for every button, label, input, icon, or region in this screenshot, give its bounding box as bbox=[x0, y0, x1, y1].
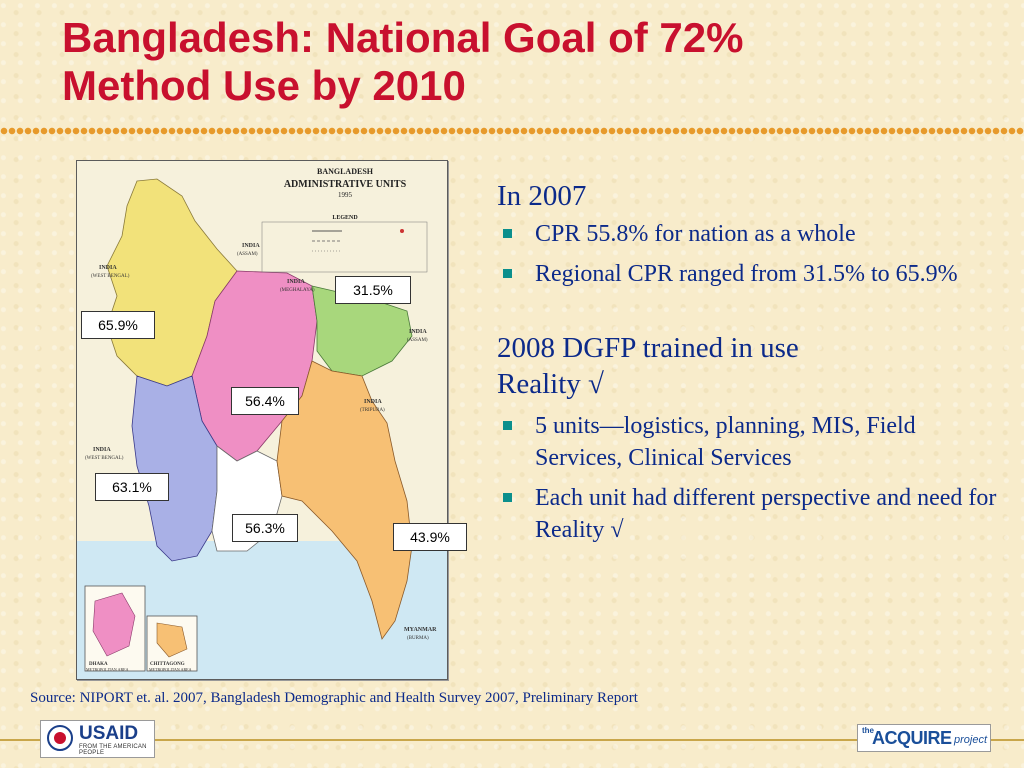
section2-heading-line2: Reality √ bbox=[497, 368, 604, 400]
usaid-logo-text: USAID bbox=[79, 723, 139, 744]
usaid-seal-icon bbox=[47, 725, 73, 751]
callout-rajshahi: 65.9% bbox=[81, 311, 155, 339]
bullet-item: Each unit had different perspective and … bbox=[497, 482, 997, 546]
label-india-tripura: INDIA bbox=[364, 399, 382, 405]
slide-title-line2: Method Use by 2010 bbox=[62, 62, 466, 109]
label-india-assam-e: INDIA bbox=[409, 329, 427, 335]
legend-capital-dot bbox=[400, 229, 404, 233]
dotted-divider bbox=[0, 124, 1024, 138]
region-chittagong bbox=[276, 360, 413, 640]
bullet-item: CPR 55.8% for nation as a whole bbox=[497, 218, 997, 250]
label-india-wb-top: INDIA bbox=[99, 265, 117, 271]
map-legend-title: LEGEND bbox=[332, 215, 358, 221]
square-bullet-icon bbox=[503, 421, 512, 430]
square-bullet-icon bbox=[503, 229, 512, 238]
label-india-assam-e-sub: (ASSAM) bbox=[407, 338, 428, 343]
label-dhaka-metro-1: DHAKA bbox=[89, 662, 108, 667]
content-column: In 2007 CPR 55.8% for nation as a whole … bbox=[497, 178, 997, 546]
label-myanmar-sub: (BURMA) bbox=[407, 636, 429, 641]
map-header-line1: BANGLADESH bbox=[317, 167, 374, 176]
label-india-meghalaya-sub: (MEGHALAYA) bbox=[280, 288, 315, 293]
section2-heading: 2008 DGFP trained in use Reality √ bbox=[497, 330, 997, 402]
label-india-meghalaya: INDIA bbox=[287, 279, 305, 285]
region-khulna bbox=[131, 375, 218, 562]
label-ctg-metro-1: CHITTAGONG bbox=[150, 662, 185, 667]
bangladesh-map: BANGLADESH ADMINISTRATIVE UNITS 1995 LEG… bbox=[76, 160, 448, 680]
slide-title-line1: Bangladesh: National Goal of 72% bbox=[62, 14, 744, 61]
acquire-logo-the: the bbox=[862, 726, 874, 735]
section2-heading-line1: 2008 DGFP trained in use bbox=[497, 332, 799, 364]
square-bullet-icon bbox=[503, 493, 512, 502]
label-india-tripura-sub: (TRIPURA) bbox=[360, 408, 385, 413]
bullet-item: 5 units—logistics, planning, MIS, Field … bbox=[497, 410, 997, 474]
usaid-logo: USAID FROM THE AMERICAN PEOPLE bbox=[40, 720, 155, 758]
footer-divider bbox=[0, 739, 1024, 741]
callout-barisal: 56.3% bbox=[232, 514, 298, 542]
label-ctg-metro-2: METROPOLITAN AREA bbox=[149, 667, 192, 672]
callout-sylhet: 31.5% bbox=[335, 276, 411, 304]
label-india-assam-nw-sub: (ASSAM) bbox=[237, 252, 258, 257]
map-svg: BANGLADESH ADMINISTRATIVE UNITS 1995 LEG… bbox=[77, 161, 447, 679]
slide-title: Bangladesh: National Goal of 72% Method … bbox=[62, 14, 962, 110]
chittagong-inset-shape bbox=[156, 622, 188, 658]
label-india-assam-nw: INDIA bbox=[242, 243, 260, 249]
dhaka-inset-shape bbox=[92, 592, 136, 657]
bullet-text: 5 units—logistics, planning, MIS, Field … bbox=[535, 413, 916, 471]
acquire-logo-main: ACQUIRE bbox=[872, 728, 952, 748]
callout-chittagong: 43.9% bbox=[393, 523, 467, 551]
bullet-text: Each unit had different perspective and … bbox=[535, 485, 997, 543]
map-legend-box bbox=[261, 221, 428, 273]
bullet-text: CPR 55.8% for nation as a whole bbox=[535, 221, 856, 247]
acquire-logo: the ACQUIRE project bbox=[857, 724, 991, 752]
source-citation: Source: NIPORT et. al. 2007, Bangladesh … bbox=[30, 690, 638, 706]
region-sylhet bbox=[311, 285, 413, 377]
label-dhaka-metro-2: METROPOLITAN AREA bbox=[86, 667, 129, 672]
callout-khulna: 63.1% bbox=[95, 473, 169, 501]
label-india-wb-top-sub: (WEST BENGAL) bbox=[91, 274, 130, 279]
map-header-line2: ADMINISTRATIVE UNITS bbox=[284, 179, 407, 190]
bullet-text: Regional CPR ranged from 31.5% to 65.9% bbox=[535, 261, 958, 287]
callout-dhaka: 56.4% bbox=[231, 387, 299, 415]
map-header-year: 1995 bbox=[338, 191, 353, 199]
label-india-wb-low: INDIA bbox=[93, 447, 111, 453]
label-myanmar: MYANMAR bbox=[404, 627, 437, 633]
square-bullet-icon bbox=[503, 269, 512, 278]
label-india-wb-low-sub: (WEST BENGAL) bbox=[85, 456, 124, 461]
bullet-item: Regional CPR ranged from 31.5% to 65.9% bbox=[497, 258, 997, 290]
usaid-logo-tagline: FROM THE AMERICAN PEOPLE bbox=[79, 744, 147, 756]
section1-heading: In 2007 bbox=[497, 180, 587, 212]
acquire-logo-project: project bbox=[954, 734, 988, 746]
